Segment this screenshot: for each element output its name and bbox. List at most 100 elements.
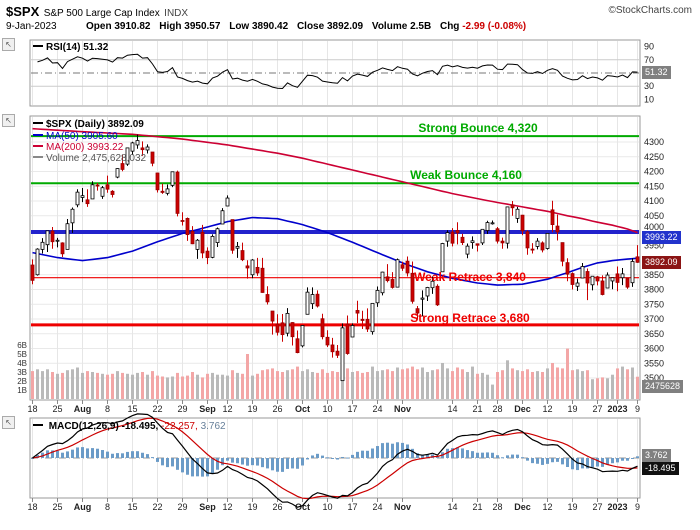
svg-text:21: 21 <box>472 404 482 414</box>
svg-text:18: 18 <box>27 502 37 512</box>
quote-date: 9-Jan-2023 <box>6 21 57 32</box>
annotation-weak-bounce: Weak Bounce 4,160 <box>410 168 522 182</box>
svg-text:12: 12 <box>542 502 552 512</box>
svg-text:3500: 3500 <box>644 373 664 383</box>
svg-text:4300: 4300 <box>644 137 664 147</box>
svg-text:3950: 3950 <box>644 240 664 250</box>
ma50-swatch-icon <box>33 134 43 137</box>
svg-text:Sep: Sep <box>199 502 216 512</box>
svg-text:3700: 3700 <box>644 314 664 324</box>
high-value: 3950.57 <box>184 21 221 32</box>
svg-text:4100: 4100 <box>644 196 664 206</box>
svg-text:70: 70 <box>644 55 654 65</box>
svg-text:9: 9 <box>635 502 640 512</box>
svg-text:24: 24 <box>372 404 382 414</box>
annotation-strong-bounce: Strong Bounce 4,320 <box>418 121 538 135</box>
low-value: 3890.42 <box>252 21 289 32</box>
svg-text:Aug: Aug <box>74 502 92 512</box>
svg-text:3850: 3850 <box>644 270 664 280</box>
svg-text:4000: 4000 <box>644 222 664 232</box>
svg-text:26: 26 <box>272 404 282 414</box>
svg-text:4150: 4150 <box>644 181 664 191</box>
volume-legend: Volume 2,475,628,032 <box>33 153 146 164</box>
svg-text:28: 28 <box>492 404 502 414</box>
panel-collapse-icon[interactable]: ↖ <box>2 416 15 429</box>
svg-text:27: 27 <box>592 502 602 512</box>
svg-text:Aug: Aug <box>74 404 92 414</box>
index-name: S&P 500 Large Cap Index <box>43 8 160 19</box>
svg-text:8: 8 <box>105 502 110 512</box>
annotation-strong-retrace: Strong Retrace 3,680 <box>410 311 530 325</box>
svg-text:29: 29 <box>177 404 187 414</box>
svg-text:8: 8 <box>105 404 110 414</box>
chart-header: $SPX S&P 500 Large Cap Index INDX <box>6 3 188 21</box>
chg-label: Chg <box>439 21 460 32</box>
svg-text:22: 22 <box>152 502 162 512</box>
svg-text:21: 21 <box>472 502 482 512</box>
svg-text:4200: 4200 <box>644 167 664 177</box>
svg-text:19: 19 <box>567 502 577 512</box>
rsi-swatch-icon <box>33 45 43 48</box>
svg-text:28: 28 <box>492 502 502 512</box>
volume-swatch-icon <box>33 156 43 159</box>
ma200-value-box: 3993.22 <box>642 231 681 244</box>
svg-text:17: 17 <box>347 404 357 414</box>
svg-text:Nov: Nov <box>394 404 411 414</box>
chg-value: -2.99 (-0.08%) <box>462 21 527 32</box>
open-value: 3910.82 <box>114 21 151 32</box>
panel-collapse-icon[interactable]: ↖ <box>2 114 15 127</box>
svg-text:10: 10 <box>322 502 332 512</box>
svg-text:10: 10 <box>322 404 332 414</box>
svg-text:25: 25 <box>52 404 62 414</box>
svg-text:90: 90 <box>644 42 654 52</box>
svg-text:Dec: Dec <box>514 404 531 414</box>
svg-text:19: 19 <box>247 502 257 512</box>
ma50-legend: MA(50) 3905.60 <box>33 131 118 142</box>
macd-swatch-icon <box>33 424 43 427</box>
exchange-label: INDX <box>164 8 189 19</box>
volume-value: 2.5B <box>410 21 432 32</box>
low-label: Low <box>229 21 250 32</box>
svg-text:17: 17 <box>347 502 357 512</box>
svg-text:1B: 1B <box>17 386 27 395</box>
svg-text:14: 14 <box>447 502 457 512</box>
svg-text:Dec: Dec <box>514 502 531 512</box>
svg-text:3550: 3550 <box>644 358 664 368</box>
svg-text:3600: 3600 <box>644 344 664 354</box>
svg-text:Sep: Sep <box>199 404 216 414</box>
svg-text:6B: 6B <box>17 341 27 350</box>
svg-text:Oct: Oct <box>295 502 310 512</box>
svg-text:9: 9 <box>635 404 640 414</box>
ma200-swatch-icon <box>33 145 43 148</box>
svg-text:15: 15 <box>127 404 137 414</box>
close-value-box: 3892.09 <box>642 256 681 269</box>
svg-text:2023: 2023 <box>607 404 627 414</box>
svg-text:12: 12 <box>222 404 232 414</box>
rsi-value-box: 51.32 <box>642 66 671 79</box>
panel-collapse-icon[interactable]: ↖ <box>2 38 15 51</box>
svg-text:4B: 4B <box>17 359 27 368</box>
svg-text:19: 19 <box>567 404 577 414</box>
svg-text:4050: 4050 <box>644 211 664 221</box>
svg-text:18: 18 <box>27 404 37 414</box>
svg-text:29: 29 <box>177 502 187 512</box>
svg-text:3800: 3800 <box>644 285 664 295</box>
spx-legend: $SPX (Daily) 3892.09 <box>33 119 144 130</box>
quote-line: Open 3910.82 High 3950.57 Low 3890.42 Cl… <box>80 21 526 32</box>
svg-text:24: 24 <box>372 502 382 512</box>
svg-text:Oct: Oct <box>295 404 310 414</box>
macd-legend: MACD(12,26,9) -18.495, -22.257, 3.762 <box>33 421 226 432</box>
volume-label: Volume <box>371 21 408 32</box>
svg-text:Nov: Nov <box>394 502 411 512</box>
svg-text:19: 19 <box>247 404 257 414</box>
ma200-legend: MA(200) 3993.22 <box>33 142 123 153</box>
svg-text:14: 14 <box>447 404 457 414</box>
symbol: $SPX <box>6 4 40 19</box>
svg-text:22: 22 <box>152 404 162 414</box>
svg-text:26: 26 <box>272 502 282 512</box>
volume-value-box: 2475628 <box>642 380 684 393</box>
svg-text:27: 27 <box>592 404 602 414</box>
stockcharts-credit: ©StockCharts.com <box>608 5 692 16</box>
